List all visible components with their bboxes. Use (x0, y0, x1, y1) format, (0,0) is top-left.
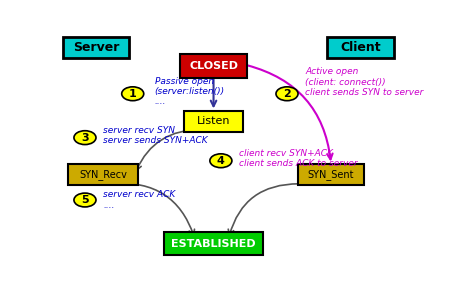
Text: 1: 1 (129, 89, 137, 99)
FancyBboxPatch shape (328, 37, 393, 58)
FancyBboxPatch shape (164, 232, 263, 256)
FancyBboxPatch shape (298, 164, 364, 185)
Circle shape (122, 87, 144, 101)
Text: ESTABLISHED: ESTABLISHED (171, 239, 256, 249)
Circle shape (74, 131, 96, 145)
Text: Active open
(client: connect())
client sends SYN to server: Active open (client: connect()) client s… (305, 67, 424, 97)
Text: client recv SYN+ACK
client sends ACK to server: client recv SYN+ACK client sends ACK to … (239, 149, 358, 168)
Text: CLOSED: CLOSED (189, 61, 238, 71)
Text: Listen: Listen (197, 116, 230, 127)
Text: Passive open
(server:listen())
....: Passive open (server:listen()) .... (155, 76, 225, 106)
Text: 4: 4 (217, 156, 225, 166)
Text: server recv ACK
....: server recv ACK .... (103, 190, 175, 210)
Text: Server: Server (73, 41, 119, 54)
FancyBboxPatch shape (181, 55, 246, 78)
Text: Client: Client (340, 41, 381, 54)
Text: server recv SYN
server sends SYN+ACK: server recv SYN server sends SYN+ACK (103, 126, 208, 145)
Text: 5: 5 (81, 195, 89, 205)
FancyBboxPatch shape (184, 111, 243, 132)
Text: 3: 3 (81, 133, 89, 142)
FancyBboxPatch shape (68, 164, 138, 185)
Text: SYN_Recv: SYN_Recv (79, 169, 128, 180)
Circle shape (74, 193, 96, 207)
FancyBboxPatch shape (63, 37, 129, 58)
Circle shape (210, 154, 232, 168)
Text: SYN_Sent: SYN_Sent (308, 169, 355, 180)
Text: 2: 2 (283, 89, 291, 99)
Circle shape (276, 87, 298, 101)
